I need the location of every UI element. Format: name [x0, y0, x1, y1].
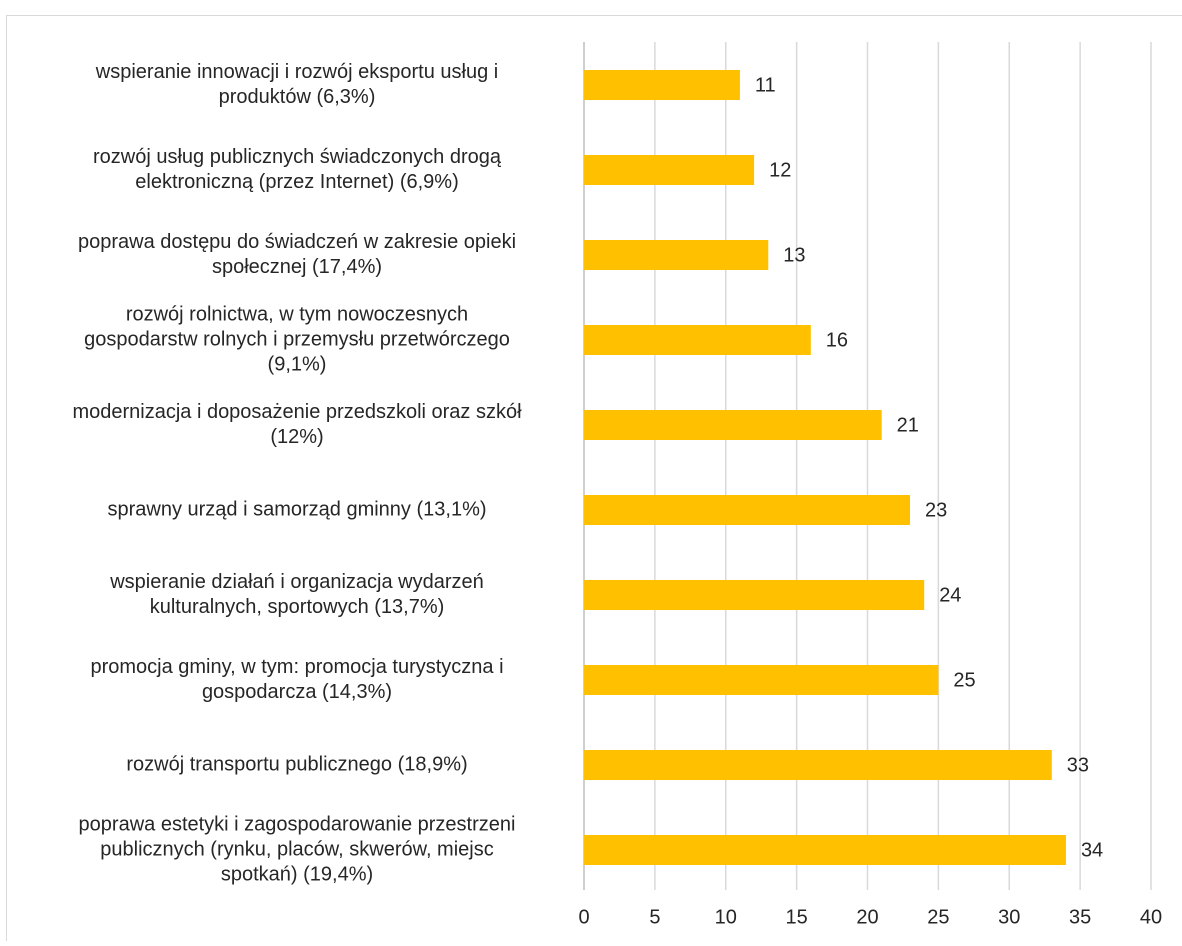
category-label: wspieranie działań i organizacja wydarze… — [109, 571, 484, 618]
ticks-layer: 0 5 10 15 20 25 30 35 40 — [578, 906, 1162, 928]
category-label-line: sprawny urząd i samorząd gminny (13,1%) — [107, 498, 486, 520]
data-label: 25 — [953, 669, 975, 691]
bar — [584, 155, 755, 185]
bar — [584, 665, 939, 695]
x-tick-label: 35 — [1069, 906, 1091, 928]
category-label-line: poprawa estetyki i zagospodarowanie prze… — [79, 813, 516, 835]
category-label: rozwój transportu publicznego (18,9%) — [126, 753, 467, 775]
category-label: sprawny urząd i samorząd gminny (13,1%) — [107, 498, 486, 520]
category-labels-layer: wspieranie innowacji i rozwój eksportu u… — [72, 61, 522, 886]
category-label-line: publicznych (rynku, placów, skwerów, mie… — [100, 838, 493, 860]
x-tick-label: 0 — [578, 906, 589, 928]
data-label: 12 — [769, 159, 791, 181]
category-label-line: rozwój rolnictwa, w tym nowoczesnych — [126, 303, 468, 325]
data-label: 33 — [1067, 754, 1089, 776]
data-label: 23 — [925, 499, 947, 521]
category-label-line: elektroniczną (przez Internet) (6,9%) — [135, 171, 458, 193]
category-label-line: spotkań) (19,4%) — [221, 863, 373, 885]
data-label: 24 — [939, 584, 961, 606]
data-label: 11 — [755, 74, 776, 96]
bar — [584, 835, 1066, 865]
x-tick-label: 15 — [786, 906, 808, 928]
category-label: poprawa dostępu do świadczeń w zakresie … — [78, 231, 516, 278]
x-tick-label: 10 — [715, 906, 737, 928]
category-label-line: produktów (6,3%) — [219, 86, 376, 108]
x-tick-label: 5 — [649, 906, 660, 928]
category-label-line: modernizacja i doposażenie przedszkoli o… — [72, 401, 522, 423]
category-label-line: gospodarstw rolnych i przemysłu przetwór… — [84, 328, 510, 350]
category-label-line: (12%) — [270, 426, 323, 448]
category-label: rozwój rolnictwa, w tym nowoczesnych gosp… — [84, 303, 510, 375]
bar — [584, 325, 811, 355]
bar — [584, 750, 1052, 780]
x-tick-label: 30 — [998, 906, 1020, 928]
category-label: modernizacja i doposażenie przedszkoli o… — [72, 401, 522, 448]
bar — [584, 580, 925, 610]
data-label: 34 — [1081, 839, 1103, 861]
x-tick-label: 20 — [856, 906, 878, 928]
category-label: rozwój usług publicznych świadczonych dr… — [93, 146, 502, 193]
data-label: 13 — [783, 244, 805, 266]
category-label-line: rozwój transportu publicznego (18,9%) — [126, 753, 467, 775]
labels-layer: 11 12 13 16 21 23 24 25 33 34 — [755, 74, 1103, 861]
bar — [584, 240, 769, 270]
chart-frame — [6, 15, 1182, 941]
category-label: poprawa estetyki i zagospodarowanie prze… — [79, 813, 516, 885]
category-label-line: gospodarcza (14,3%) — [202, 681, 392, 703]
category-label-line: wspieranie innowacji i rozwój eksportu u… — [95, 61, 498, 83]
category-label: promocja gminy, w tym: promocja turystyc… — [90, 656, 503, 703]
category-label-line: społecznej (17,4%) — [212, 256, 382, 278]
category-label-line: wspieranie działań i organizacja wydarze… — [109, 571, 484, 593]
bar — [584, 495, 911, 525]
category-label: wspieranie innowacji i rozwój eksportu u… — [95, 61, 498, 108]
bars-layer — [584, 70, 1066, 865]
category-label-line: poprawa dostępu do świadczeń w zakresie … — [78, 231, 516, 253]
category-label-line: promocja gminy, w tym: promocja turystyc… — [90, 656, 503, 678]
data-label: 21 — [897, 414, 919, 436]
data-label: 16 — [826, 329, 848, 351]
bar — [584, 410, 882, 440]
category-label-line: (9,1%) — [268, 353, 327, 375]
x-tick-label: 40 — [1140, 906, 1162, 928]
category-label-line: kulturalnych, sportowych (13,7%) — [150, 596, 445, 618]
bar — [584, 70, 740, 100]
category-label-line: rozwój usług publicznych świadczonych dr… — [93, 146, 502, 168]
x-tick-label: 25 — [927, 906, 949, 928]
